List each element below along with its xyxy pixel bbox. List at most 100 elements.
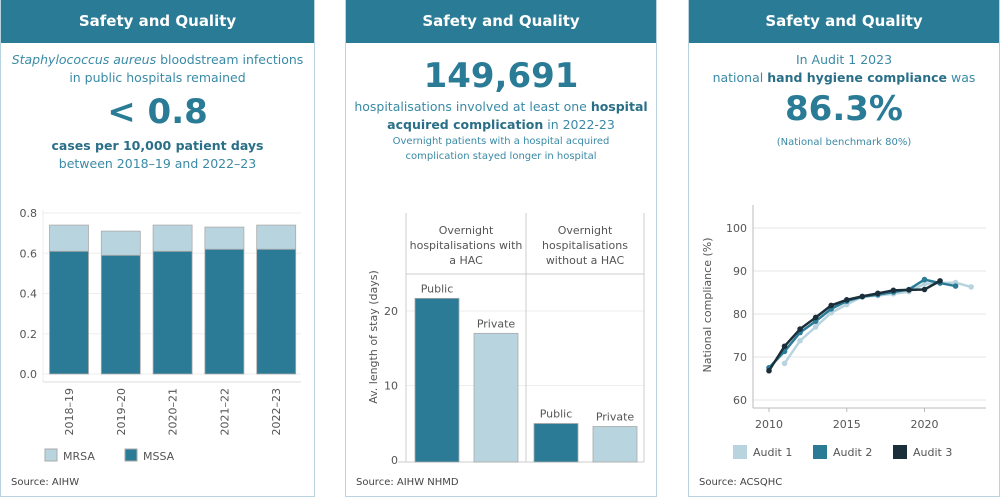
data-point: [921, 281, 928, 287]
panel-sab-infections: Safety and Quality Staphylococcus aureus…: [0, 0, 315, 497]
group-header: Overnight: [558, 224, 613, 237]
group-header: hospitalisations with: [410, 239, 523, 252]
data-point: [968, 284, 974, 290]
data-point: [937, 278, 943, 284]
legend-swatch: [813, 445, 827, 459]
subtext-line2: between 2018–19 and 2022–23: [58, 156, 257, 171]
bar-mssa: [204, 248, 245, 375]
y-tick-label: 80: [733, 308, 747, 321]
legend-label: Audit 1: [753, 446, 792, 459]
legend-label: Audit 2: [833, 446, 872, 459]
data-point: [921, 286, 928, 293]
bar-mrsa: [152, 224, 193, 252]
group-header: Overnight: [439, 224, 494, 237]
data-point: [812, 314, 819, 321]
y-tick-label: 100: [726, 222, 747, 235]
legend-label: MRSA: [63, 450, 95, 463]
intro-rest: bloodstream infections: [160, 52, 304, 67]
text1: In Audit 1 2023: [795, 52, 893, 67]
bar-mssa: [152, 250, 193, 375]
hygiene-line-chart: 60 70 80 90 100 2010 2015 2020 National complian…: [701, 205, 986, 459]
y-axis-title: Av. length of stay (days): [367, 270, 380, 404]
headline-value: 149,691: [423, 56, 579, 96]
x-tick-label: 2021–22: [218, 388, 231, 436]
text2b: was: [951, 70, 976, 85]
panel-title: Safety and Quality: [689, 0, 999, 43]
text1: hospitalisations involved at least one: [354, 99, 587, 114]
data-point: [843, 297, 850, 303]
panel-title: Safety and Quality: [346, 0, 656, 43]
text2: in 2022-23: [547, 117, 615, 132]
text2a: national: [712, 70, 764, 85]
note2: complication stayed longer in hospital: [405, 151, 597, 162]
y-tick-label: 0: [391, 454, 398, 467]
legend-swatch: [124, 448, 138, 462]
bar-mrsa: [204, 226, 245, 250]
x-tick-label: 2022–23: [270, 388, 283, 436]
text2-bold: hand hygiene compliance: [767, 70, 948, 85]
x-tick-label: 2020–21: [167, 388, 180, 436]
data-point: [781, 360, 788, 367]
data-point: [890, 287, 897, 294]
headline-value: < 0.8: [107, 92, 208, 132]
legend-swatch: [44, 448, 58, 462]
subtext-bold: cases per 10,000 patient days: [51, 138, 264, 153]
source-note: Source: AIHW: [11, 477, 80, 488]
y-tick-label: 0.4: [20, 288, 38, 301]
panel-title: Safety and Quality: [1, 0, 314, 43]
x-tick-label: 2010: [755, 418, 783, 431]
legend-label: Audit 3: [913, 446, 952, 459]
panel-hac: Safety and Quality 149,691 hospitalisati…: [345, 0, 657, 497]
legend-swatch: [733, 445, 747, 459]
source-note: Source: AIHW NHMD: [356, 477, 459, 488]
hac-note: Overnight patients with a hospital acqui…: [346, 134, 656, 164]
y-tick-label: 70: [733, 351, 747, 364]
bar-label: Public: [421, 282, 454, 295]
intro-line2: in public hospitals remained: [69, 70, 246, 85]
los-bar-chart: 0 10 20 Av. length of stay (days) Overnight h…: [367, 213, 645, 467]
bar-mrsa: [49, 224, 89, 252]
x-tick-label: 2020: [911, 418, 939, 431]
note1: Overnight patients with a hospital acqui…: [392, 136, 610, 147]
bar-label: Private: [477, 317, 516, 330]
bar-label: Public: [540, 407, 573, 420]
bar-label: Private: [596, 410, 635, 423]
y-tick-label: 90: [733, 265, 747, 278]
organism-name: Staphylococcus aureus: [11, 52, 157, 67]
y-axis-title: National compliance (%): [701, 238, 714, 373]
text2-bold: acquired complication: [387, 117, 544, 132]
data-point: [906, 287, 912, 293]
data-point: [952, 283, 959, 289]
data-point: [921, 276, 928, 283]
hac-text: hospitalisations involved at least one h…: [346, 98, 656, 134]
group-header: hospitalisations: [542, 239, 628, 252]
bar-public: [533, 423, 579, 463]
legend-label: MSSA: [143, 450, 175, 463]
headline-value: 86.3%: [785, 89, 903, 129]
x-tick-label: 2019–20: [115, 388, 128, 436]
y-tick-label: 0.0: [20, 368, 38, 381]
data-point: [812, 324, 819, 330]
sab-bar-chart: 0.0 0.2 0.4 0.6 0.8 2018–19 2019–20 2020–21 2021…: [20, 207, 301, 463]
y-tick-label: 60: [733, 394, 747, 407]
intro-text: Staphylococcus aureus bloodstream infect…: [1, 51, 314, 87]
x-tick-label: 2018–19: [63, 388, 76, 436]
data-point: [875, 290, 881, 297]
data-point: [828, 302, 834, 309]
data-point: [797, 337, 803, 344]
bar-private: [473, 332, 519, 463]
panel-hand-hygiene: Safety and Quality In Audit 1 2023 nation…: [688, 0, 1000, 497]
y-tick-label: 0.2: [20, 328, 38, 341]
group-header: without a HAC: [546, 254, 625, 267]
data-point: [797, 326, 803, 332]
benchmark-note: (National benchmark 80%): [776, 137, 912, 148]
bar-mssa: [100, 254, 141, 375]
subtext: cases per 10,000 patient days between 201…: [1, 137, 314, 173]
hygiene-text: In Audit 1 2023 national hand hygiene com…: [689, 51, 999, 87]
y-tick-label: 0.6: [20, 247, 38, 260]
x-tick-label: 2015: [833, 418, 861, 431]
legend-swatch: [893, 445, 907, 459]
y-tick-label: 10: [384, 380, 398, 393]
bar-mssa: [49, 250, 89, 375]
data-point: [781, 343, 788, 350]
